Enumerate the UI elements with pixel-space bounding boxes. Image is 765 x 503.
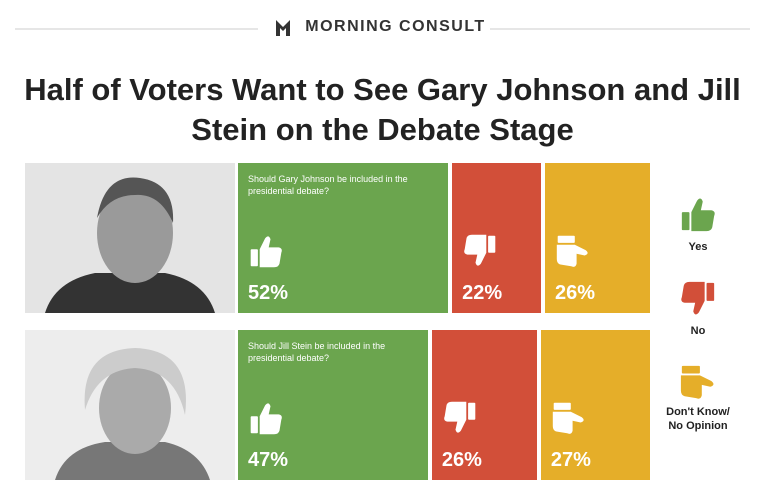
brand: MORNING CONSULT (305, 18, 486, 35)
bar-segment: Should Gary Johnson be included in the p… (238, 163, 449, 313)
thumb-icon (681, 281, 715, 315)
value-label: 52% (248, 282, 289, 304)
bar-segment: 26% (544, 163, 650, 313)
bar-segment: 22% (452, 163, 541, 313)
logo (276, 20, 290, 36)
value-label: 27% (550, 449, 591, 471)
thumb-icon (556, 235, 588, 267)
thumb-icon (464, 234, 496, 266)
value-label: 47% (248, 449, 289, 471)
bar-segment: 26% (431, 330, 537, 480)
chart-title: Half of Voters Want to See Gary Johnson … (24, 72, 741, 147)
bar-segment: 27% (540, 330, 650, 480)
legend-label: Don't Know/ No Opinion (666, 406, 730, 432)
thumb-icon (444, 401, 476, 433)
photo (25, 330, 235, 480)
question: Should Gary Johnson be included in the p… (248, 174, 408, 196)
value-label: 22% (462, 282, 503, 304)
value-label: 26% (441, 449, 482, 471)
thumb-icon (552, 402, 584, 434)
value-label: 26% (554, 282, 595, 304)
thumb-icon (680, 365, 714, 399)
question: Should Jill Stein be included in the pre… (248, 341, 386, 363)
thumb-icon (250, 403, 282, 435)
thumb-icon (681, 198, 715, 232)
legend-label: No (690, 325, 706, 337)
bar-segment: Should Jill Stein be included in the pre… (238, 330, 428, 480)
thumb-icon (250, 236, 282, 268)
header-decor (15, 20, 750, 36)
photo (25, 163, 235, 313)
legend-label: Yes (688, 241, 708, 253)
